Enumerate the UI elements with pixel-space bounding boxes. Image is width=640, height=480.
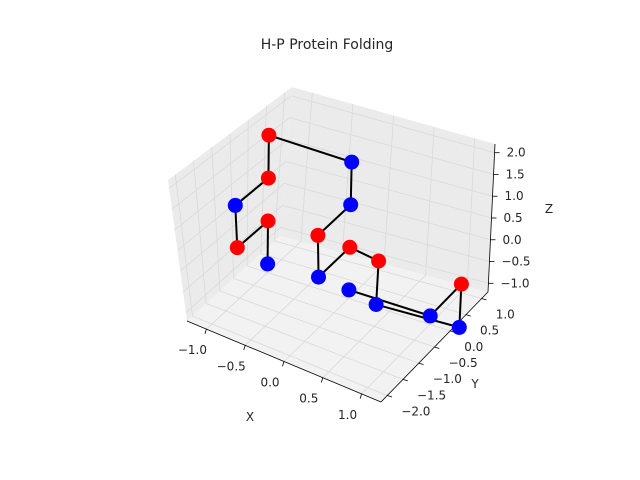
z-grid-line (285, 161, 492, 219)
y-tick-label: 0.5 (480, 324, 499, 338)
bond (267, 134, 353, 164)
y-tick-mark (402, 378, 408, 382)
residue-h (260, 170, 276, 186)
z-grid-line (289, 117, 494, 175)
residue-p (422, 308, 438, 324)
x-tick-mark (359, 393, 362, 399)
z-grid-line (185, 226, 281, 314)
x-tick-label: −0.5 (217, 359, 246, 373)
z-grid-line (168, 95, 292, 189)
z-grid-line (284, 183, 491, 241)
x-tick-label: 0.5 (299, 392, 318, 406)
z-tick-label: 0.5 (504, 211, 523, 225)
bond (375, 303, 461, 329)
y-tick-mark (434, 346, 440, 349)
z-grid-line (282, 204, 490, 262)
y-tick-label: −0.5 (449, 356, 478, 370)
residue-h (371, 253, 387, 269)
z-tick-label: 2.0 (507, 146, 526, 160)
residue-p (227, 197, 243, 213)
y-tick-mark (465, 314, 471, 317)
residue-p (343, 197, 359, 213)
y-grid-line (233, 278, 435, 348)
y-tick-mark (387, 395, 393, 398)
residue-p (344, 154, 360, 170)
y-tick-label: −1.0 (433, 372, 462, 386)
residue-h (342, 239, 358, 255)
z-tick-label: 0.0 (503, 233, 522, 247)
residue-p (260, 256, 276, 272)
residue-h (260, 213, 276, 229)
z-tick-label: 1.5 (506, 168, 525, 182)
y-tick-label: 1.0 (496, 308, 515, 322)
y-tick-label: 0.0 (464, 340, 483, 354)
residue-p (368, 297, 384, 312)
residue-h (310, 227, 326, 243)
x-tick-mark (243, 345, 246, 351)
x-tick-mark (282, 361, 285, 367)
residue-h (261, 127, 277, 143)
x-tick-label: 1.0 (338, 408, 357, 422)
z-axis-label: Z (545, 202, 553, 216)
residue-h (229, 240, 245, 256)
residue-p (341, 282, 357, 298)
y-grid-line (206, 303, 404, 380)
z-grid-line (287, 139, 493, 197)
axis-ticks: −1.0 −0.5 0.0 0.5 1.0 −2.0 −1.5 −1.0 −0.5 0.0 0.5 1… (178, 146, 531, 422)
y-grid-line (219, 290, 419, 364)
y-tick-mark (418, 362, 424, 366)
x-tick-label: 0.0 (260, 376, 279, 390)
x-tick-label: −1.0 (178, 343, 207, 357)
z-tick-label: −0.5 (501, 255, 530, 269)
chain-residues (227, 127, 469, 335)
z-grid-line (180, 183, 285, 272)
z-tick-label: −1.0 (500, 276, 529, 290)
y-axis-label: Y (470, 377, 479, 391)
y-tick-label: −1.5 (417, 388, 446, 402)
residue-p (451, 319, 467, 335)
z-tick-label: 1.0 (505, 189, 524, 203)
bond (347, 288, 432, 317)
residue-p (311, 269, 326, 285)
y-tick-mark (481, 298, 487, 301)
residue-h (453, 276, 469, 292)
x-axis-label: X (246, 410, 254, 424)
chart-title: H-P Protein Folding (261, 37, 394, 53)
y-grid-line (247, 265, 451, 332)
z-grid-line (291, 95, 495, 154)
x-tick-mark (320, 377, 324, 383)
y-grid-line (192, 315, 388, 396)
y-grid-line (260, 253, 467, 316)
y-tick-label: −2.0 (401, 405, 430, 419)
x-tick-mark (204, 328, 207, 334)
